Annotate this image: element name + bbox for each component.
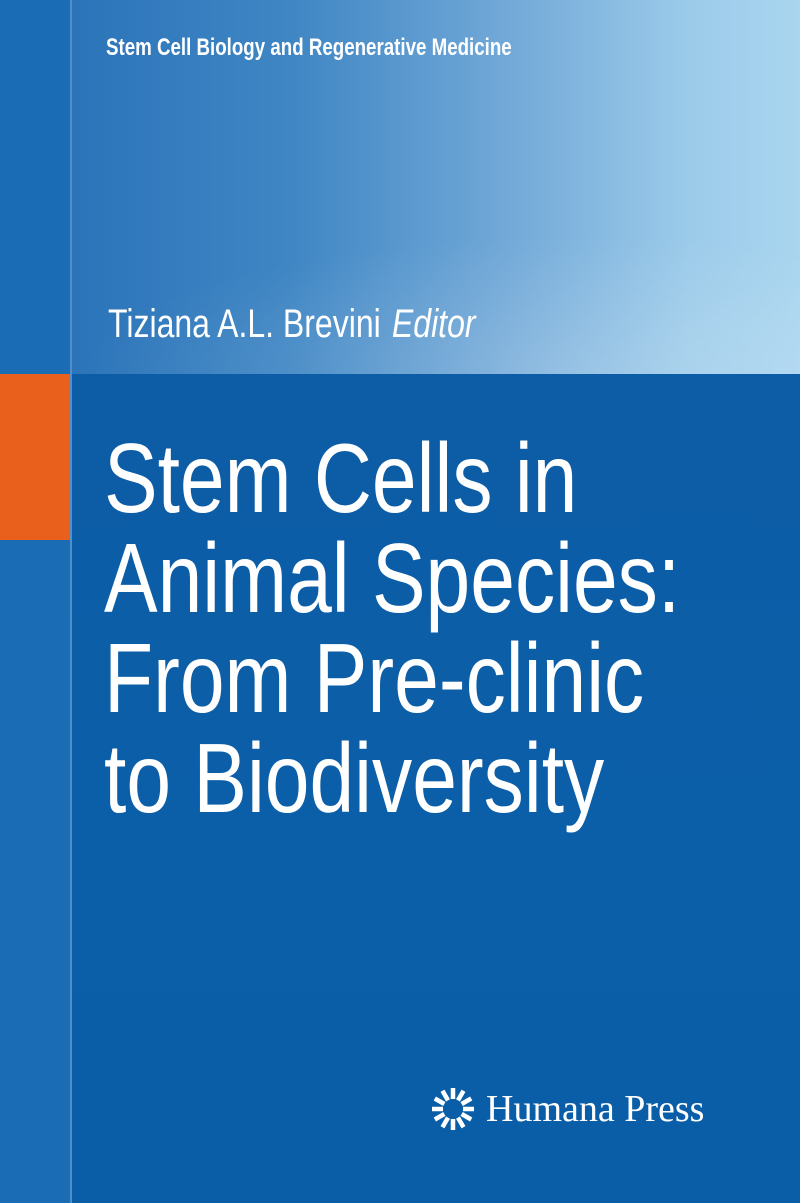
sunburst-ray (440, 1089, 450, 1102)
title-line: From Pre-clinic (104, 623, 645, 733)
top-gradient-panel (72, 0, 800, 374)
sunburst-ray (460, 1112, 473, 1122)
sunburst-logo-icon (432, 1088, 474, 1130)
sunburst-ray (456, 1089, 466, 1102)
author-role: Editor (391, 302, 476, 346)
author-line: Tiziana A.L. Brevini Editor (108, 302, 476, 347)
publisher-logo: Humana Press (430, 1086, 704, 1132)
orange-accent-block (0, 374, 70, 540)
title-line: Animal Species: (104, 523, 681, 633)
title-line: to Biodiversity (104, 723, 605, 833)
series-title: Stem Cell Biology and Regenerative Medic… (106, 34, 512, 61)
author-name: Tiziana A.L. Brevini (108, 302, 381, 346)
sunburst-ray (460, 1096, 473, 1106)
main-panel (72, 374, 800, 1203)
sunburst-ray (433, 1112, 446, 1122)
sunburst-ray (440, 1116, 450, 1129)
left-strip (0, 0, 70, 1203)
publisher-name: Humana Press (486, 1088, 705, 1130)
sunburst-ray (433, 1096, 446, 1106)
title-line: Stem Cells in (104, 423, 578, 533)
book-title: Stem Cells in Animal Species: From Pre-c… (104, 428, 680, 828)
divider-line (70, 0, 72, 1203)
sunburst-ray (456, 1116, 466, 1129)
